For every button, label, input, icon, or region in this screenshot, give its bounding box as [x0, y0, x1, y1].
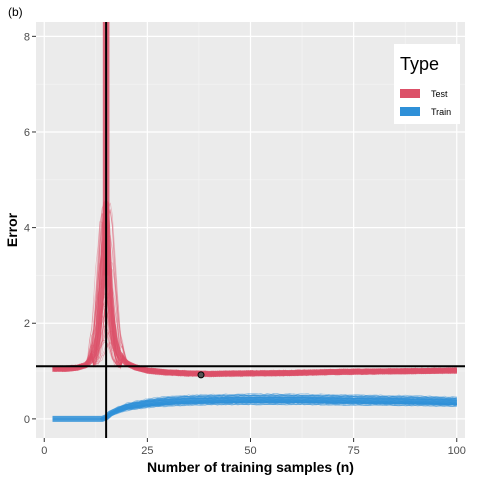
y-tick-label: 2	[24, 318, 30, 330]
legend-label-test: Test	[431, 89, 448, 99]
legend-key-test	[400, 89, 420, 98]
y-tick-label: 0	[24, 414, 30, 426]
y-tick-label: 6	[24, 127, 30, 139]
y-axis-ticks: 0 2 4 6 8	[24, 31, 36, 426]
x-tick-label: 50	[244, 445, 256, 457]
y-axis-title: Error	[4, 212, 20, 247]
x-tick-label: 0	[41, 445, 47, 457]
test-mean-line	[52, 200, 457, 377]
y-tick-label: 8	[24, 31, 30, 43]
legend: Type Test Train	[394, 44, 460, 124]
legend-label-train: Train	[431, 107, 451, 117]
x-axis-title: Number of training samples (n)	[147, 459, 354, 475]
legend-key-train	[400, 107, 420, 116]
reference-lines	[36, 22, 465, 438]
highlight-point	[197, 371, 205, 379]
x-axis-ticks: 0 25 50 75 100	[41, 438, 466, 457]
legend-title: Type	[400, 54, 439, 74]
x-tick-label: 100	[448, 445, 466, 457]
y-tick-label: 4	[24, 223, 30, 235]
x-tick-label: 75	[348, 445, 360, 457]
x-tick-label: 25	[141, 445, 153, 457]
train-mean-line	[52, 396, 457, 422]
panel-tag: (b)	[8, 5, 23, 19]
